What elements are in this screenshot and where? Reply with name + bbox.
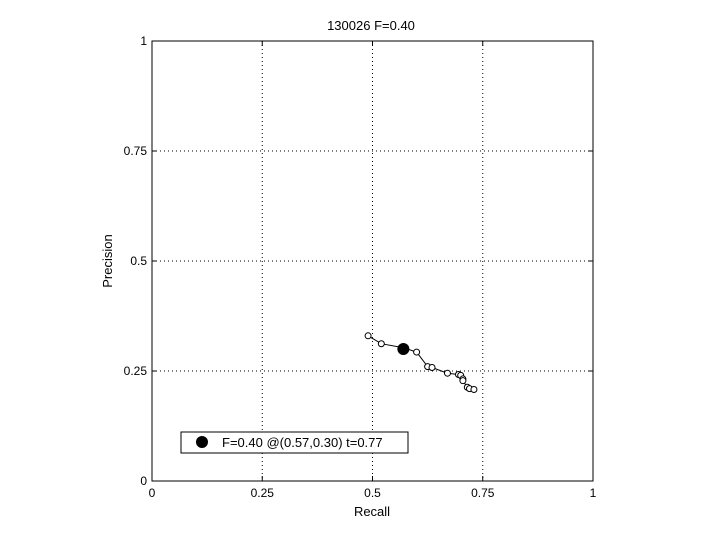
legend-text: F=0.40 @(0.57,0.30) t=0.77: [222, 435, 383, 450]
best-f-point: [397, 343, 410, 355]
data-point: [428, 363, 436, 371]
y-tick-label: 0.75: [124, 144, 148, 158]
y-tick-label: 1: [140, 34, 147, 48]
data-point: [443, 369, 451, 377]
series-layer: [364, 332, 478, 393]
x-axis-label: Recall: [354, 504, 390, 519]
legend-box: [180, 431, 409, 454]
chart-title: 130026 F=0.40: [327, 18, 415, 33]
y-axis-label: Precision: [100, 234, 115, 287]
grid-lines: [152, 41, 593, 481]
data-point: [364, 332, 372, 340]
y-tick-labels: 0 0.25 0.5 0.75 1: [124, 34, 148, 488]
legend-marker: [196, 436, 208, 448]
y-tick-label: 0.5: [130, 254, 147, 268]
data-point: [459, 377, 467, 385]
data-point: [413, 348, 421, 356]
x-tick-labels: 0 0.25 0.5 0.75 1: [149, 486, 597, 500]
y-tick-label: 0.25: [124, 364, 148, 378]
data-point: [377, 340, 385, 348]
x-tick-label: 0.25: [251, 486, 275, 500]
x-tick-label: 1: [590, 486, 597, 500]
y-tick-label: 0: [140, 474, 147, 488]
x-tick-label: 0: [149, 486, 156, 500]
axis-ticks: [151, 40, 594, 482]
x-tick-label: 0.75: [471, 486, 495, 500]
x-tick-label: 0.5: [364, 486, 381, 500]
data-point: [470, 385, 478, 393]
legend: F=0.40 @(0.57,0.30) t=0.77: [180, 431, 409, 454]
